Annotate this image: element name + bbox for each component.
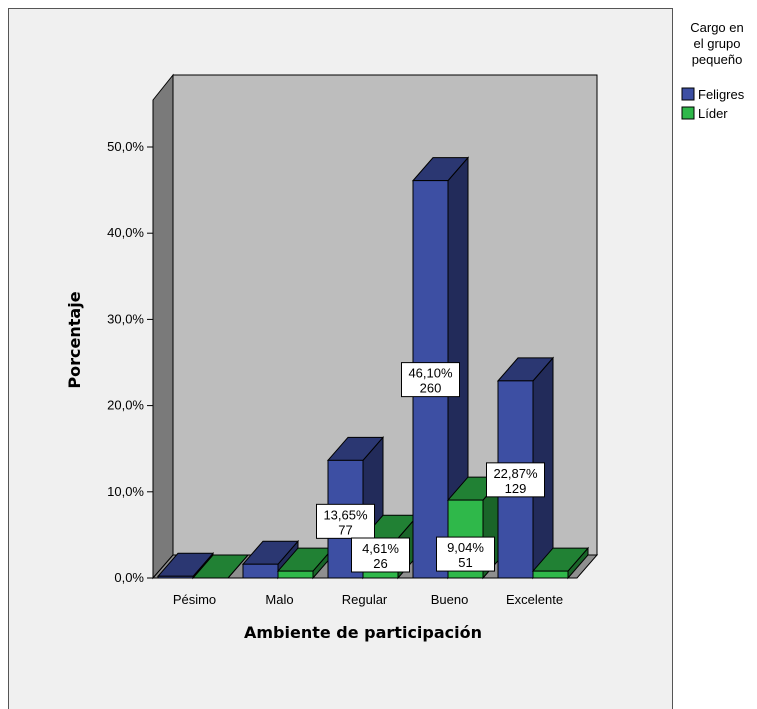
bar-lider [531, 546, 590, 580]
bar-feligres [156, 551, 215, 580]
data-label-count: 51 [458, 555, 472, 570]
data-label-percent: 9,04% [447, 540, 484, 555]
data-label: 22,87%129 [486, 462, 545, 498]
data-label-percent: 22,87% [493, 466, 538, 481]
data-label: 46,10%260 [401, 362, 460, 398]
y-tick-label: 30,0% [107, 311, 144, 326]
legend-title-line-1: Cargo en [690, 20, 743, 35]
data-label-count: 26 [373, 556, 387, 571]
bars [156, 156, 590, 580]
x-tick-label: Bueno [431, 592, 469, 607]
data-label: 4,61%26 [351, 537, 410, 573]
data-label-count: 260 [420, 381, 442, 396]
bar-lider [191, 554, 250, 579]
data-label-percent: 4,61% [362, 541, 399, 556]
y-tick-label: 50,0% [107, 139, 144, 154]
left-wall [152, 73, 174, 580]
legend-title-line-3: pequeño [692, 52, 743, 67]
data-label-count: 129 [505, 481, 527, 496]
data-label: 13,65%77 [316, 503, 375, 539]
x-tick-label: Malo [265, 592, 293, 607]
legend-label-lider: Líder [698, 106, 728, 121]
y-tick-label: 0,0% [114, 570, 144, 585]
legend-label-feligres: Feligres [698, 87, 745, 102]
y-axis-title: Porcentaje [65, 291, 84, 388]
legend-title-line-2: el grupo [694, 36, 741, 51]
data-label: 9,04%51 [436, 536, 495, 572]
data-label-percent: 13,65% [323, 507, 368, 522]
y-tick-label: 20,0% [107, 398, 144, 413]
legend-swatch-feligres [681, 87, 695, 101]
x-tick-label: Excelente [506, 592, 563, 607]
x-tick-label: Regular [342, 592, 388, 607]
y-tick-label: 10,0% [107, 484, 144, 499]
legend: Cargo en el grupo pequeño Feligres Líder [681, 20, 745, 121]
x-tick-label: Pésimo [173, 592, 216, 607]
data-label-percent: 46,10% [408, 366, 453, 381]
y-axis: 0,0% 10,0% 20,0% 30,0% 40,0% 50,0% [107, 139, 153, 585]
x-axis: Pésimo Malo Regular Bueno Excelente [173, 592, 563, 607]
y-tick-label: 40,0% [107, 225, 144, 240]
data-label-count: 77 [338, 522, 352, 537]
legend-swatch-lider [681, 106, 695, 120]
x-axis-title: Ambiente de participación [244, 623, 482, 642]
